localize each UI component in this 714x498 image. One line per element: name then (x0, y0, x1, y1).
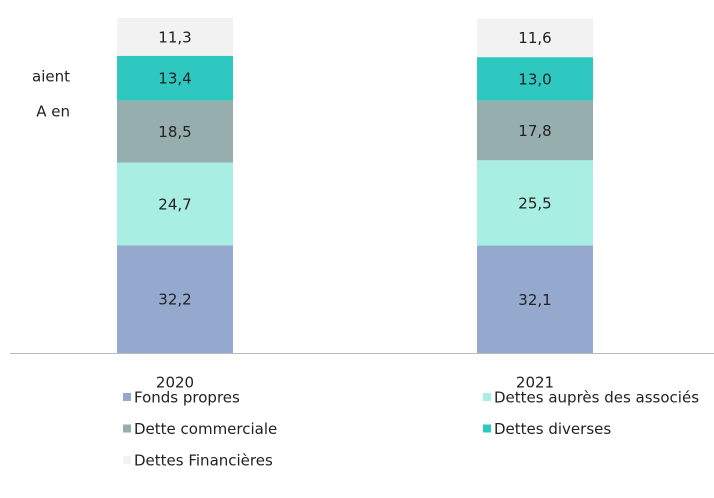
data-label: 13,0 (518, 70, 551, 88)
legend-label: Dettes diverses (494, 420, 611, 438)
x-tick-label: 2021 (516, 374, 554, 392)
data-label: 13,4 (158, 70, 191, 88)
legend-swatch (123, 393, 131, 401)
x-tick-label: 2020 (156, 374, 194, 392)
data-label: 17,8 (518, 122, 551, 140)
bar-segment (117, 245, 233, 353)
data-label: 32,2 (158, 291, 191, 309)
bar-segment (117, 100, 233, 163)
data-label: 25,5 (518, 194, 551, 212)
bar-segment (477, 245, 593, 353)
legend-swatch (123, 424, 131, 433)
bar-segment (117, 55, 233, 101)
legend-swatch (483, 393, 491, 401)
legend-label: Dette commerciale (134, 420, 277, 438)
annotation: A en (36, 103, 70, 121)
bar-segment (117, 18, 233, 56)
legend-label: Fonds propres (134, 389, 240, 407)
legend-swatch (123, 456, 131, 464)
data-label: 18,5 (158, 123, 191, 141)
legend-swatch (483, 424, 491, 433)
legend-label: Dettes Financières (134, 452, 273, 470)
legend-label: Dettes auprès des associés (494, 389, 699, 407)
data-label: 32,1 (518, 291, 551, 309)
data-label: 11,3 (158, 28, 191, 46)
bar-segment (477, 160, 593, 246)
bar-segment (117, 162, 233, 246)
bar-segment (477, 18, 593, 58)
data-label: 11,6 (518, 29, 551, 47)
annotation: aient (32, 68, 70, 86)
data-label: 24,7 (158, 195, 191, 213)
bar-segment (477, 100, 593, 161)
bar-segment (477, 57, 593, 101)
